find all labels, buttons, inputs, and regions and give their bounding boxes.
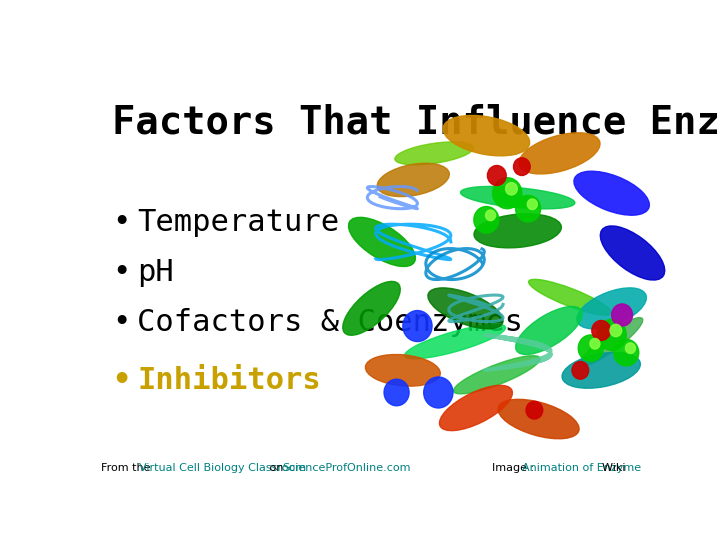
Text: Cofactors & Coenzymes: Cofactors & Coenzymes <box>138 308 523 337</box>
Ellipse shape <box>580 318 643 366</box>
Ellipse shape <box>528 279 611 315</box>
Circle shape <box>578 335 603 361</box>
Circle shape <box>403 310 432 342</box>
Circle shape <box>516 195 541 222</box>
Circle shape <box>423 377 453 408</box>
Circle shape <box>492 178 522 209</box>
Ellipse shape <box>365 354 441 386</box>
Circle shape <box>590 339 600 349</box>
Circle shape <box>513 158 530 176</box>
Text: •: • <box>112 308 131 337</box>
Ellipse shape <box>377 163 449 197</box>
Ellipse shape <box>474 214 562 248</box>
Ellipse shape <box>428 288 503 329</box>
Text: Inhibitors: Inhibitors <box>138 366 321 395</box>
Circle shape <box>474 206 499 233</box>
Text: From the: From the <box>101 463 158 473</box>
Text: Image :: Image : <box>492 463 541 473</box>
Ellipse shape <box>519 133 600 174</box>
Ellipse shape <box>574 171 649 215</box>
Circle shape <box>384 379 409 406</box>
Circle shape <box>592 321 611 340</box>
Ellipse shape <box>443 116 530 156</box>
Ellipse shape <box>395 142 474 165</box>
Circle shape <box>505 183 517 195</box>
Ellipse shape <box>562 353 640 388</box>
Ellipse shape <box>454 356 540 394</box>
Ellipse shape <box>461 186 575 209</box>
Text: on: on <box>266 463 287 473</box>
Text: •: • <box>112 208 131 237</box>
Text: Temperature: Temperature <box>138 208 340 237</box>
Ellipse shape <box>516 307 582 354</box>
Text: ScienceProfOnline.com: ScienceProfOnline.com <box>282 463 411 473</box>
Ellipse shape <box>405 325 505 359</box>
Circle shape <box>487 166 506 185</box>
Circle shape <box>485 210 495 221</box>
Text: pH: pH <box>138 258 174 287</box>
Ellipse shape <box>439 386 513 430</box>
Ellipse shape <box>348 217 415 267</box>
Circle shape <box>610 325 621 336</box>
Circle shape <box>597 320 626 350</box>
Ellipse shape <box>600 226 665 280</box>
Ellipse shape <box>498 399 579 439</box>
Text: •: • <box>112 366 131 395</box>
Text: Animation of Enzyme: Animation of Enzyme <box>523 463 642 473</box>
Circle shape <box>572 361 589 379</box>
Circle shape <box>612 304 633 326</box>
Text: Factors That Influence Enzyme Activity: Factors That Influence Enzyme Activity <box>112 102 720 142</box>
Circle shape <box>626 343 636 354</box>
Ellipse shape <box>343 281 400 335</box>
Circle shape <box>527 199 537 210</box>
Circle shape <box>613 339 639 366</box>
Circle shape <box>526 401 543 419</box>
Text: Virtual Cell Biology Classroom: Virtual Cell Biology Classroom <box>139 463 306 473</box>
Text: Wiki: Wiki <box>595 463 626 473</box>
Ellipse shape <box>577 288 647 329</box>
Text: •: • <box>112 258 131 287</box>
